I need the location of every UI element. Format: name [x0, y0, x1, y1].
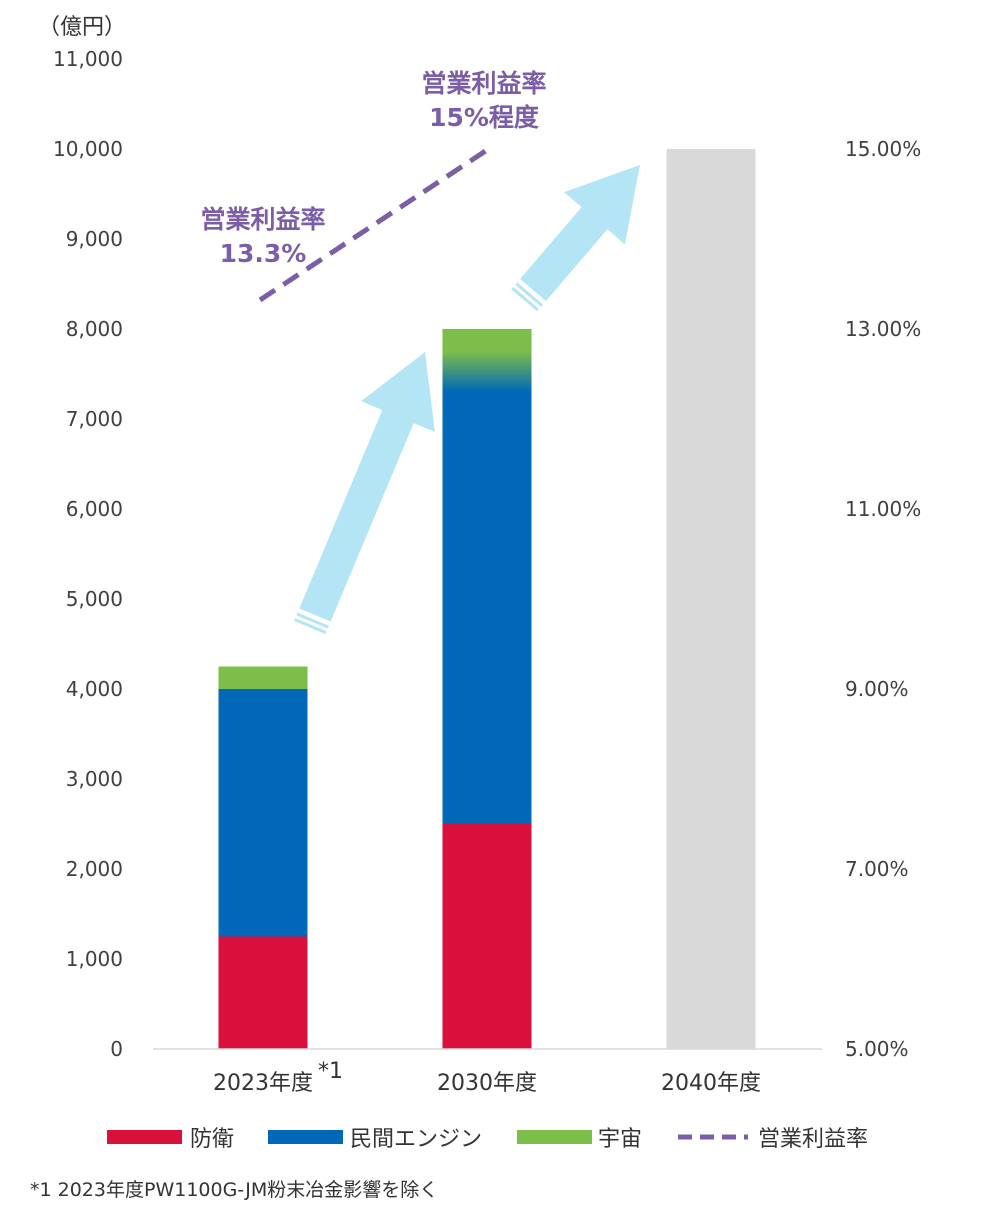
y-tick-label: 0	[110, 1037, 123, 1061]
y2-tick-label: 5.00%	[845, 1037, 909, 1061]
annotation-2040-title: 営業利益率	[421, 69, 546, 98]
growth-arrow-2023-2030-tail-stripe	[296, 612, 329, 629]
legend-label-space: 宇宙	[598, 1127, 642, 1152]
y-tick-label: 4,000	[66, 677, 123, 701]
y2-tick-label: 9.00%	[845, 677, 909, 701]
x-category-label: 2040年度	[661, 1071, 761, 1096]
annotation-2023-value: 13.3%	[220, 239, 307, 268]
y-tick-label: 8,000	[66, 317, 123, 341]
growth-arrow-2030-2040	[520, 165, 640, 302]
bar-space-0	[218, 666, 308, 689]
bar-commercial-1	[442, 392, 532, 824]
growth-arrow-2030-2040-tail-stripe	[511, 286, 540, 312]
bar-defense-0	[218, 936, 308, 1049]
y-tick-label: 3,000	[66, 767, 123, 791]
x-axis-categories: 2023年度 *1 2030年度 2040年度	[213, 1059, 761, 1096]
bar-total-2	[666, 149, 756, 1049]
growth-arrows	[294, 165, 640, 635]
y-tick-label: 9,000	[66, 227, 123, 251]
y2-tick-label: 13.00%	[845, 317, 921, 341]
legend-label-defense: 防衛	[190, 1127, 234, 1152]
y-tick-label: 1,000	[66, 947, 123, 971]
y-axis-ticks: 0 1,000 2,000 3,000 4,000 5,000 6,000 7,000 8,00…	[53, 47, 123, 1061]
y2-tick-label: 11.00%	[845, 497, 921, 521]
y2-axis-ticks: 5.00% 7.00% 9.00% 11.00% 13.00% 15.00%	[845, 137, 921, 1061]
x-category-label: 2030年度	[437, 1071, 537, 1096]
y-axis-unit: （億円）	[38, 15, 126, 40]
y-tick-label: 6,000	[66, 497, 123, 521]
bar-commercial-0	[218, 689, 308, 937]
y2-tick-label: 15.00%	[845, 137, 921, 161]
legend-swatch-commercial	[268, 1130, 343, 1144]
chart: （億円） 0 1,000 2,000 3,000 4,000 5,000 6,000 7,00…	[38, 15, 921, 1152]
legend-label-commercial: 民間エンジン	[350, 1127, 482, 1152]
growth-arrow-2030-2040-tail-stripe	[515, 282, 543, 307]
x-category-superscript: *1	[318, 1059, 343, 1084]
y-tick-label: 2,000	[66, 857, 123, 881]
legend-label-margin: 営業利益率	[758, 1127, 868, 1152]
legend-swatch-space	[517, 1130, 592, 1144]
legend: 防衛 民間エンジン 宇宙 営業利益率	[107, 1127, 868, 1152]
footnote: *1 2023年度PW1100G-JM粉末冶金影響を除く	[30, 1179, 439, 1201]
y-tick-label: 11,000	[53, 47, 123, 71]
y-tick-label: 5,000	[66, 587, 123, 611]
annotation-2040-value: 15%程度	[429, 103, 539, 132]
legend-swatch-defense	[107, 1130, 182, 1144]
bar-defense-1	[442, 824, 532, 1049]
bars	[218, 149, 756, 1049]
y2-tick-label: 7.00%	[845, 857, 909, 881]
y-tick-label: 7,000	[66, 407, 123, 431]
operating-margin-line	[258, 147, 489, 303]
y-tick-label: 10,000	[53, 137, 123, 161]
bar-transition-1	[442, 329, 532, 392]
growth-arrow-2023-2030	[299, 352, 435, 622]
annotation-2023-title: 営業利益率	[200, 205, 325, 234]
growth-arrow-2023-2030-tail-stripe	[294, 618, 327, 635]
x-category-label: 2023年度	[213, 1071, 313, 1096]
